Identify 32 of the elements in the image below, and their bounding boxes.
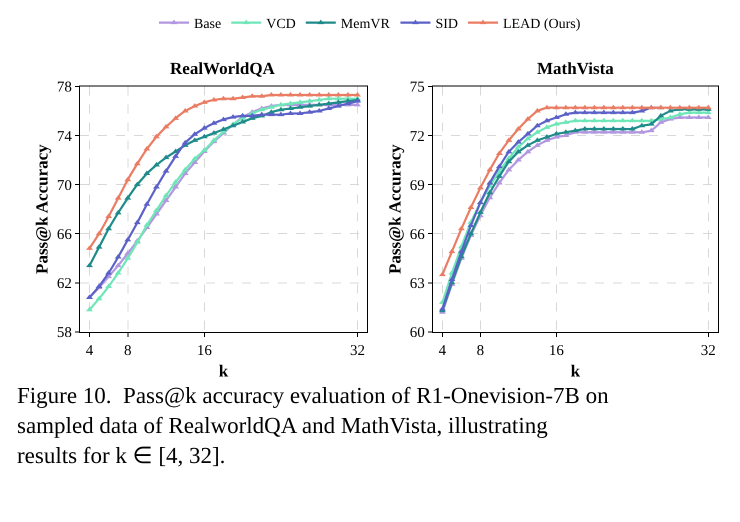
x-tick-label: 16 <box>548 342 564 359</box>
x-tick-label: 16 <box>196 342 212 359</box>
y-axis-title: Pass@k Accuracy <box>385 144 404 274</box>
legend-label: MemVR <box>340 17 390 32</box>
y-tick-label: 72 <box>410 128 425 145</box>
x-axis-title: k <box>570 361 581 380</box>
y-axis-title: Pass@k Accuracy <box>32 144 52 274</box>
y-tick-label: 63 <box>410 276 425 292</box>
y-tick-label: 75 <box>410 80 425 96</box>
y-tick-label: 62 <box>56 276 72 292</box>
x-tick-label: 32 <box>700 342 716 359</box>
y-tick-label: 74 <box>56 128 72 145</box>
caption: Figure 10. Pass@k accuracy evaluation of R1-Onevision-7B on sampled data of RealworldQA and MathVista, illustrating results for k ∈ [4, 32]. <box>17 383 610 468</box>
x-tick-label: 8 <box>476 342 484 359</box>
x-axis-title: k <box>218 361 229 380</box>
chart-title: RealWorldQA <box>170 59 276 78</box>
y-tick-label: 70 <box>56 178 72 194</box>
x-tick-label: 32 <box>350 342 365 359</box>
y-tick-label: 66 <box>56 226 72 243</box>
x-tick-label: 4 <box>438 342 447 359</box>
legend-label: VCD <box>266 17 296 32</box>
y-tick-label: 78 <box>56 80 72 96</box>
y-tick-label: 66 <box>410 226 426 243</box>
legend-label: SID <box>435 17 458 32</box>
chart-title: MathVista <box>537 59 614 78</box>
x-tick-label: 8 <box>124 342 132 359</box>
y-tick-label: 69 <box>410 178 425 194</box>
legend-label: LEAD (Ours) <box>503 17 581 32</box>
x-tick-label: 4 <box>86 342 94 359</box>
y-tick-label: 58 <box>56 325 72 342</box>
legend-label: Base <box>194 17 222 32</box>
y-tick-label: 60 <box>410 325 425 342</box>
